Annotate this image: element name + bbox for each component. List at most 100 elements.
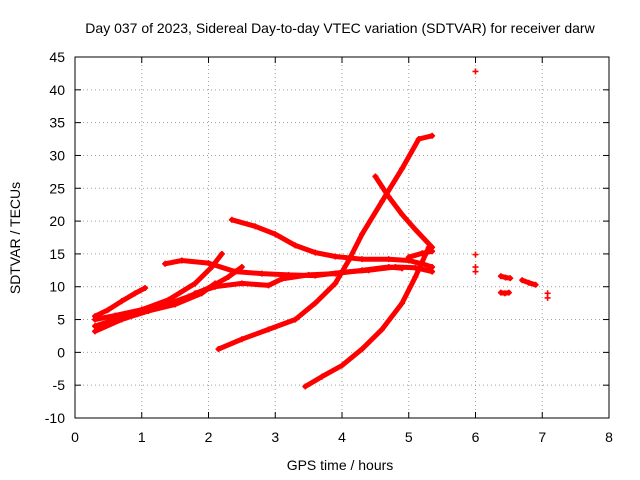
- series-arc-8: [215, 132, 436, 353]
- data-point: [112, 312, 119, 319]
- series-arc-6: [192, 264, 406, 297]
- data-point: [312, 300, 319, 307]
- data-point: [405, 254, 412, 261]
- series-line: [192, 264, 405, 296]
- data-point: [385, 264, 392, 271]
- data-point: [302, 383, 309, 390]
- data-point: [178, 257, 185, 264]
- x-tick-label: 4: [338, 429, 346, 445]
- data-point: [252, 223, 259, 230]
- series-line: [216, 133, 435, 352]
- data-point: [318, 373, 325, 380]
- data-point: [415, 136, 422, 143]
- data-point: [429, 132, 436, 139]
- data-point: [519, 277, 526, 284]
- data-point: [399, 265, 406, 272]
- data-point: [138, 306, 145, 313]
- data-point: [332, 280, 339, 287]
- data-point: [532, 281, 539, 288]
- data-point: [497, 273, 504, 280]
- data-point: [312, 249, 319, 256]
- data-point: [372, 173, 379, 180]
- x-tick-label: 6: [472, 429, 480, 445]
- series-scatter-points: [472, 68, 551, 301]
- data-point: [399, 211, 406, 218]
- data-point: [278, 275, 285, 282]
- y-tick-label: 20: [49, 213, 65, 229]
- data-point: [142, 285, 149, 292]
- data-point: [192, 290, 199, 297]
- data-point: [265, 282, 272, 289]
- data-point: [192, 280, 199, 287]
- y-tick-label: 35: [49, 115, 65, 131]
- data-series: [92, 68, 551, 390]
- y-tick-label: 40: [49, 82, 65, 98]
- data-point: [345, 257, 352, 264]
- data-point: [165, 300, 172, 307]
- data-point: [238, 264, 245, 271]
- x-tick-label: 7: [538, 429, 546, 445]
- y-tick-label: 45: [49, 49, 65, 65]
- data-point: [265, 326, 272, 333]
- data-point: [332, 253, 339, 260]
- data-point: [185, 293, 192, 300]
- y-tick-label: 30: [49, 147, 65, 163]
- data-point: [412, 226, 419, 233]
- y-tick-label: -5: [53, 377, 66, 393]
- data-point: [399, 300, 406, 307]
- data-point: [472, 251, 479, 258]
- data-point: [339, 362, 345, 369]
- data-point: [238, 280, 245, 287]
- x-axis-label: GPS time / hours: [287, 457, 394, 473]
- y-tick-label: 10: [49, 279, 65, 295]
- series-arc-12: [497, 289, 512, 297]
- y-tick-label: 0: [57, 344, 65, 360]
- grid-lines: [75, 57, 609, 418]
- data-point: [385, 193, 392, 200]
- data-point: [215, 346, 222, 353]
- series-line: [92, 264, 245, 322]
- data-point: [359, 256, 366, 263]
- x-tick-label: 2: [205, 429, 213, 445]
- data-point: [92, 328, 99, 335]
- data-point: [412, 273, 419, 280]
- x-tick-label: 5: [405, 429, 413, 445]
- y-axis-label: SDTVAR / TECUs: [7, 182, 23, 294]
- data-point: [272, 231, 279, 238]
- data-point: [205, 260, 212, 267]
- data-point: [379, 198, 386, 205]
- data-point: [292, 242, 299, 249]
- x-tick-label: 8: [605, 429, 613, 445]
- series-line: [302, 244, 432, 389]
- data-point: [238, 336, 245, 343]
- data-point: [162, 260, 169, 267]
- series-arc-10: [372, 173, 436, 251]
- data-point: [225, 273, 232, 280]
- data-point: [525, 279, 532, 286]
- axis-ticks: [74, 56, 610, 419]
- x-tick-label: 3: [271, 429, 279, 445]
- data-point: [92, 323, 99, 330]
- data-point: [132, 290, 139, 297]
- y-tick-label: 5: [57, 312, 65, 328]
- data-point: [212, 283, 219, 290]
- data-point: [218, 250, 225, 257]
- data-point: [385, 256, 392, 263]
- data-point: [544, 294, 551, 301]
- series-arc-14: [519, 277, 539, 288]
- x-tick-label: 1: [138, 429, 146, 445]
- data-point: [105, 306, 112, 313]
- data-point: [258, 270, 265, 277]
- chart-title: Day 037 of 2023, Sidereal Day-to-day VTE…: [85, 20, 595, 36]
- data-point: [92, 316, 99, 323]
- data-point: [379, 326, 386, 333]
- series-arc-9: [302, 244, 432, 390]
- series-arc-11: [405, 248, 436, 261]
- data-point: [399, 165, 406, 172]
- y-tick-label: 15: [49, 246, 65, 262]
- data-point: [429, 264, 436, 271]
- data-point: [292, 316, 299, 323]
- data-point: [472, 68, 479, 75]
